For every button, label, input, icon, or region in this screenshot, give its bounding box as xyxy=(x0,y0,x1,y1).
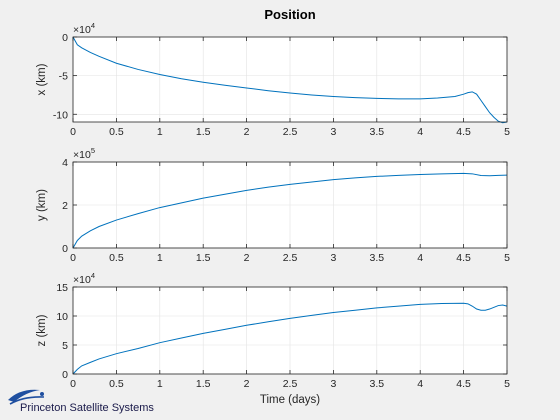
x-tick-label: 3.5 xyxy=(369,252,384,264)
company-name: Princeton Satellite Systems xyxy=(20,402,154,414)
x-tick-label: 1 xyxy=(157,252,163,264)
x-tick-label: 3.5 xyxy=(369,378,384,390)
x-tick-label: 0.5 xyxy=(109,126,124,138)
company-logo: Princeton Satellite Systems xyxy=(8,389,154,414)
series-line-1 xyxy=(72,172,508,249)
x-tick-label: 2.5 xyxy=(283,378,298,390)
y-axis-label: x (km) xyxy=(36,63,48,95)
y-axis-exponent: ×104 xyxy=(73,21,95,36)
x-axis-label: Time (days) xyxy=(260,394,320,406)
y-tick-label: 10 xyxy=(56,311,68,323)
x-tick-label: 4.5 xyxy=(456,252,471,264)
y-tick-label: -5 xyxy=(59,71,68,83)
x-tick-label: 5 xyxy=(504,252,510,264)
y-axis-label: z (km) xyxy=(36,314,48,346)
x-tick-label: 1.5 xyxy=(196,252,211,264)
x-tick-label: 0 xyxy=(70,126,76,138)
y-tick-label: -10 xyxy=(53,109,68,121)
x-tick-label: 4 xyxy=(417,252,423,264)
subplot-2: 0 0.5 1 1.5 2 2.5 3 3.5 4 4.5 5 0 2 4 ×105 y (km) xyxy=(36,146,510,264)
x-tick-label: 2 xyxy=(244,252,250,264)
y-tick-label: 15 xyxy=(56,282,68,294)
y-axis-label: y (km) xyxy=(36,189,48,221)
x-tick-label: 1 xyxy=(157,126,163,138)
y-tick-label: 4 xyxy=(62,157,68,169)
x-tick-label: 3 xyxy=(330,252,336,264)
y-tick-label: 2 xyxy=(62,200,68,212)
x-tick-label: 5 xyxy=(504,126,510,138)
series-line-1 xyxy=(72,36,508,124)
y-axis-exponent: ×105 xyxy=(73,146,95,161)
x-tick-label: 4 xyxy=(417,126,423,138)
x-tick-label: 1.5 xyxy=(196,378,211,390)
subplot-3: 0 0.5 1 1.5 2 2.5 3 3.5 4 4.5 5 0 5 10 15 ×104 z (km) Tim… xyxy=(36,271,510,406)
satellite-orbit-icon xyxy=(8,389,45,405)
x-tick-label: 2.5 xyxy=(283,126,298,138)
x-tick-label: 2.5 xyxy=(283,252,298,264)
x-tick-label: 3 xyxy=(330,126,336,138)
x-tick-label: 2 xyxy=(244,126,250,138)
x-tick-label: 0.5 xyxy=(109,378,124,390)
y-axis-exponent: ×104 xyxy=(73,271,95,286)
y-tick-label: 0 xyxy=(62,243,68,255)
x-tick-label: 1.5 xyxy=(196,126,211,138)
x-tick-label: 0 xyxy=(70,252,76,264)
series-line-1 xyxy=(72,302,508,375)
y-tick-label: 0 xyxy=(62,369,68,381)
x-tick-label: 4.5 xyxy=(456,126,471,138)
x-tick-label: 3 xyxy=(330,378,336,390)
subplot-1: 0 0.5 1 1.5 2 2.5 3 3.5 4 4.5 5 0 -5 -10 ×104 x (km) Pos… xyxy=(36,7,510,138)
x-tick-label: 2 xyxy=(244,378,250,390)
x-tick-label: 0 xyxy=(70,378,76,390)
x-tick-label: 4 xyxy=(417,378,423,390)
x-tick-label: 1 xyxy=(157,378,163,390)
x-tick-label: 3.5 xyxy=(369,126,384,138)
y-tick-label: 5 xyxy=(62,340,68,352)
x-tick-label: 0.5 xyxy=(109,252,124,264)
axes-container: 0 0.5 1 1.5 2 2.5 3 3.5 4 4.5 5 0 -5 -10 ×104 x (km) Pos… xyxy=(36,7,510,406)
y-tick-label: 0 xyxy=(62,32,68,44)
x-tick-label: 5 xyxy=(504,378,510,390)
chart-title: Position xyxy=(264,7,315,22)
x-tick-label: 4.5 xyxy=(456,378,471,390)
